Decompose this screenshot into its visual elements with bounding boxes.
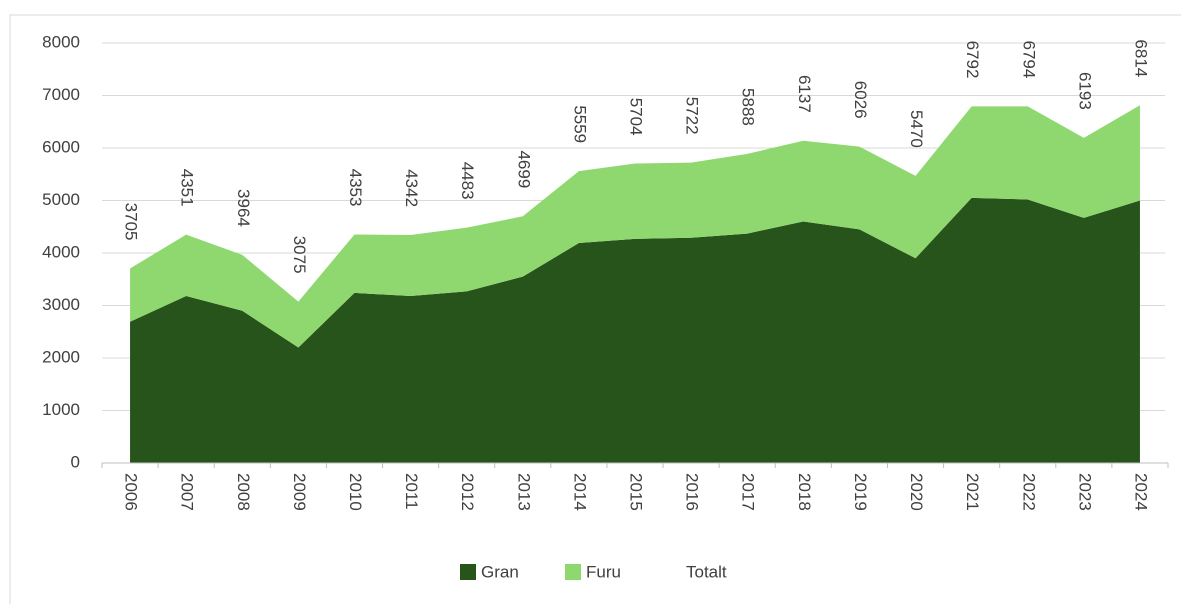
y-tick-label: 8000	[42, 32, 80, 51]
data-label: 4351	[178, 169, 197, 207]
x-tick-label: 2023	[1075, 473, 1094, 511]
x-tick-label: 2015	[627, 473, 646, 511]
data-label: 4483	[458, 162, 477, 200]
x-tick-label: 2019	[851, 473, 870, 511]
data-label: 5722	[683, 97, 702, 135]
y-tick-label: 2000	[42, 347, 80, 366]
x-tick-label: 2011	[402, 473, 421, 510]
x-tick-label: 2012	[458, 473, 477, 511]
x-tick-label: 2006	[122, 473, 141, 511]
y-tick-label: 5000	[42, 190, 80, 209]
data-label: 4699	[514, 150, 533, 188]
legend-label: Gran	[481, 562, 519, 581]
x-tick-label: 2008	[234, 473, 253, 511]
data-label: 5559	[570, 105, 589, 143]
data-label: 6193	[1075, 72, 1094, 110]
x-tick-label: 2010	[346, 473, 365, 511]
x-tick-label: 2018	[795, 473, 814, 511]
data-label: 3964	[234, 189, 253, 227]
x-tick-label: 2014	[570, 473, 589, 511]
legend-swatch	[460, 564, 476, 580]
x-tick-label: 2013	[514, 473, 533, 511]
area	[130, 105, 1140, 348]
data-label: 6794	[1019, 40, 1038, 78]
y-tick-label: 3000	[42, 295, 80, 314]
x-tick-label: 2017	[739, 473, 758, 511]
y-tick-label: 0	[71, 452, 80, 471]
data-label: 6026	[851, 81, 870, 119]
data-label: 6137	[795, 75, 814, 113]
y-tick-label: 7000	[42, 85, 80, 104]
y-tick-label: 1000	[42, 400, 80, 419]
x-tick-label: 2016	[683, 473, 702, 511]
data-label: 5704	[627, 98, 646, 136]
data-label: 3075	[290, 236, 309, 274]
data-label: 3705	[122, 203, 141, 241]
x-tick-label: 2024	[1131, 473, 1150, 511]
x-tick-label: 2021	[963, 473, 982, 511]
chart-frame	[9, 14, 1181, 604]
data-label: 6792	[963, 41, 982, 79]
legend-label: Totalt	[686, 562, 727, 581]
x-tick-label: 2007	[178, 473, 197, 511]
y-tick-label: 4000	[42, 242, 80, 261]
x-tick-label: 2009	[290, 473, 309, 511]
data-label: 5888	[739, 88, 758, 126]
data-label: 5470	[907, 110, 926, 148]
legend-label: Furu	[586, 562, 621, 581]
legend-swatch	[565, 564, 581, 580]
x-tick-label: 2020	[907, 473, 926, 511]
x-tick-label: 2022	[1019, 473, 1038, 511]
data-label: 4353	[346, 169, 365, 207]
data-label: 6814	[1131, 39, 1150, 77]
area	[130, 197, 1140, 463]
data-label: 4342	[402, 169, 421, 207]
y-tick-label: 6000	[42, 137, 80, 156]
